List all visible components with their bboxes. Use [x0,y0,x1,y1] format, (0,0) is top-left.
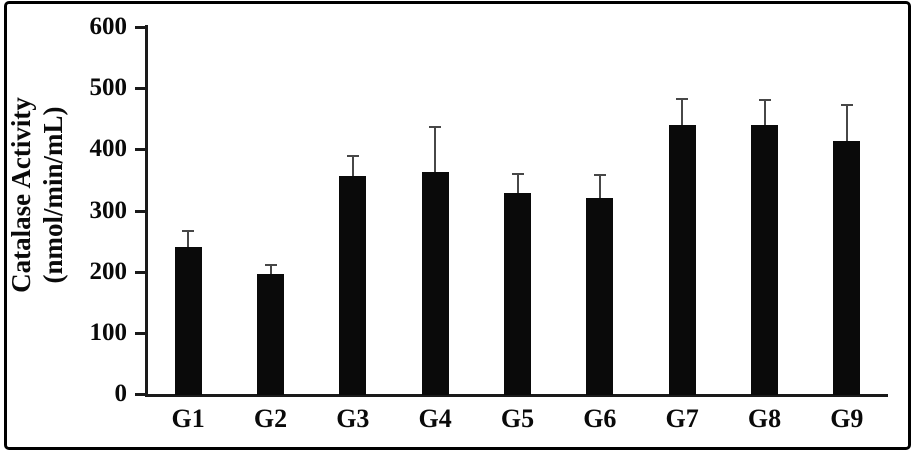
error-bar-line [763,100,766,126]
error-bar-line [845,105,848,141]
y-tick-label: 100 [89,318,128,346]
bar-g6 [586,198,614,395]
y-tick-mark [135,148,145,152]
bar-g1 [174,247,202,395]
category-label-g6: G6 [583,404,617,433]
category-label-g3: G3 [336,404,370,433]
y-tick-mark [135,393,145,396]
error-bar-cap [511,173,524,176]
category-label-g7: G7 [665,404,699,433]
error-bar-line [269,264,272,274]
y-tick-label: 400 [89,135,128,163]
bar-g9 [833,140,861,395]
y-tick-label: 600 [89,13,128,40]
error-bar-line [681,98,684,125]
bar-g4 [421,171,449,395]
bar-g7 [668,124,696,395]
y-tick-label: 500 [89,74,128,102]
y-tick-mark [135,331,145,335]
y-tick-mark [135,26,145,29]
category-label-g8: G8 [747,404,782,433]
error-bar-cap [429,126,442,129]
error-bar-line [351,156,354,176]
category-label-g4: G4 [418,404,452,433]
y-tick-mark [135,209,145,213]
error-bar-line [434,127,437,172]
error-bar-cap [676,97,689,100]
bar-g2 [257,273,284,395]
error-bar-cap [593,174,606,177]
error-bar-cap [346,155,359,158]
error-bar-line [598,175,601,199]
y-tick-label: 200 [89,257,128,285]
bar-g8 [751,125,778,395]
error-bar-line [516,174,519,193]
category-label-g9: G9 [830,404,864,433]
error-bar-cap [758,99,771,102]
y-tick-mark [135,270,145,274]
y-tick-mark [135,87,145,91]
bar-g5 [504,192,531,395]
category-label-g1: G1 [171,404,205,433]
error-bar-cap [264,263,277,266]
y-axis-line [145,25,148,397]
error-bar-line [187,230,190,248]
y-tick-label: 0 [114,380,128,407]
error-bar-cap [840,104,853,107]
x-axis-line [145,394,888,397]
error-bar-cap [182,229,195,232]
y-tick-label: 300 [89,196,128,224]
bar-g3 [339,175,367,395]
category-label-g2: G2 [253,404,288,433]
category-label-g5: G5 [500,404,535,433]
y-axis-title-line1: Catalase Activity [6,97,36,293]
